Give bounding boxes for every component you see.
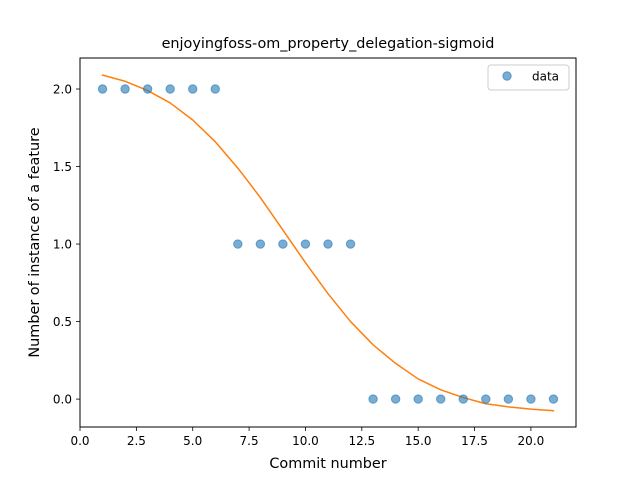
data-point [526,394,536,404]
y-axis-label: Number of instance of a feature [27,127,43,357]
x-tick-label: 12.5 [348,434,375,448]
data-point [323,239,333,249]
data-point [368,394,378,404]
x-tick-label: 15.0 [405,434,432,448]
data-point [481,394,491,404]
y-tick-label: 0.0 [53,392,72,406]
x-tick-label: 2.5 [127,434,146,448]
fit-line [101,74,555,412]
x-tick-label: 7.5 [240,434,259,448]
legend-marker-data [502,71,512,81]
x-tick-label: 5.0 [183,434,202,448]
axis-ticks: 0.0 2.5 5.0 7.5 10.0 12.5 15.0 17.5 20.0 0.0 0.5 1.… [53,82,544,448]
y-tick-label: 1.0 [53,237,72,251]
data-point [233,239,243,249]
data-point [97,84,108,94]
data-point [142,84,153,94]
data-point [278,239,288,249]
data-point [300,239,311,249]
plot-area [97,74,559,412]
legend-box [487,64,570,91]
x-tick-label: 17.5 [461,434,488,448]
axes-frame [79,57,577,428]
y-tick-label: 1.5 [53,160,72,174]
x-tick-label: 20.0 [518,434,545,448]
data-point [120,84,130,94]
legend-label-data: data [532,70,559,84]
y-tick-label: 0.5 [53,315,72,329]
data-point [188,84,198,94]
data-point [390,394,401,404]
data-point [413,394,423,404]
data-point [210,84,220,94]
x-tick-label: 10.0 [292,434,319,448]
data-point [345,239,356,249]
chart-title: enjoyingfoss-om_property_delegation-sigm… [162,36,495,52]
data-point [165,84,175,94]
data-point [503,394,514,404]
legend: data [487,64,570,91]
y-tick-label: 2.0 [53,82,72,96]
data-point [436,394,446,404]
x-tick-label: 0.0 [70,434,89,448]
data-point [255,239,266,249]
data-point [548,394,559,404]
x-axis-label: Commit number [269,456,386,472]
data-point [458,394,468,404]
